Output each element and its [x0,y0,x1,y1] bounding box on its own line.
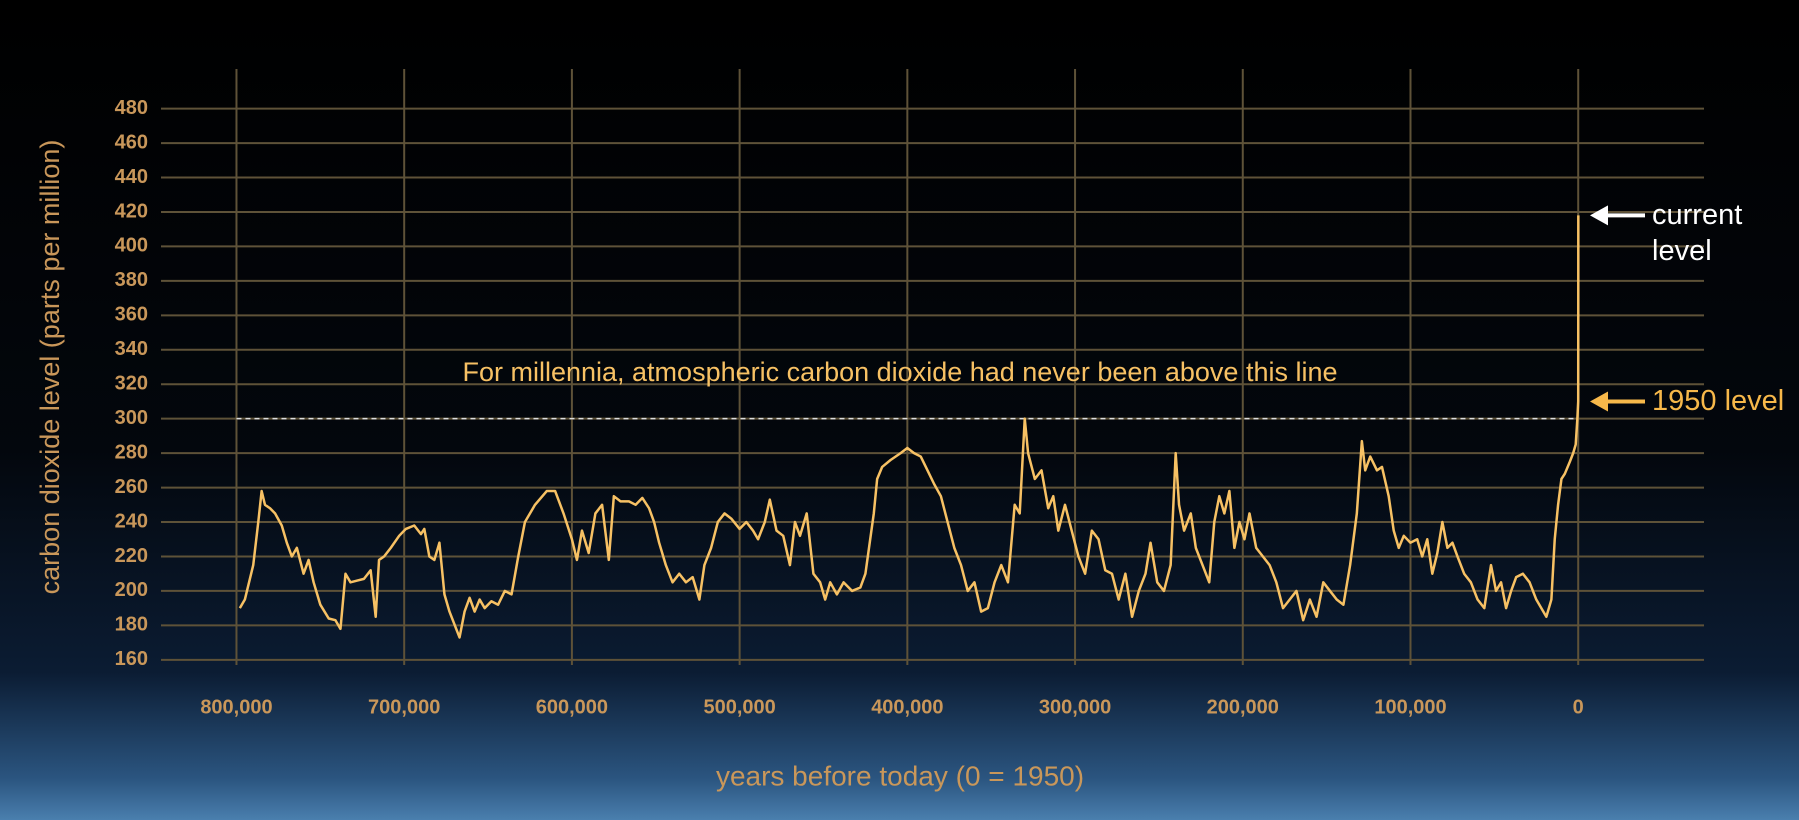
y-tick-label: 200 [115,579,148,601]
y-tick-label: 460 [115,131,148,153]
co2-line [238,215,1580,639]
x-tick-label: 200,000 [1207,696,1279,718]
annotation-text: current level [1652,199,1743,268]
y-tick-label: 300 [115,407,148,429]
y-axis-title: carbon dioxide level (parts per million) [35,140,65,595]
annotation-arrowhead [1590,391,1608,412]
y-tick-label: 320 [115,373,148,395]
x-tick-label: 500,000 [703,696,775,718]
x-tick-label: 700,000 [368,696,440,718]
x-tick-label: 800,000 [200,696,272,718]
y-tick-label: 260 [115,476,148,498]
y-tick-label: 480 [115,97,148,119]
x-tick-label: 100,000 [1374,696,1446,718]
x-axis-title: years before today (0 = 1950) [716,760,1084,791]
y-tick-label: 180 [115,614,148,636]
y-tick-label: 220 [115,545,148,567]
x-tick-label: 600,000 [536,696,608,718]
x-tick-label: 400,000 [871,696,943,718]
reference-label: For millennia, atmospheric carbon dioxid… [462,357,1337,387]
y-tick-label: 240 [115,510,148,532]
y-tick-label: 280 [115,441,148,463]
y-tick-label: 440 [115,166,148,188]
y-tick-label: 160 [115,648,148,670]
y-tick-label: 360 [115,304,148,326]
y-tick-label: 340 [115,338,148,360]
y-tick-label: 400 [115,235,148,257]
x-tick-label: 0 [1573,696,1584,718]
annotation-arrowhead [1590,205,1608,226]
y-tick-label: 380 [115,269,148,291]
annotation-text: 1950 level [1652,385,1785,418]
y-tick-label: 420 [115,200,148,222]
x-tick-label: 300,000 [1039,696,1111,718]
